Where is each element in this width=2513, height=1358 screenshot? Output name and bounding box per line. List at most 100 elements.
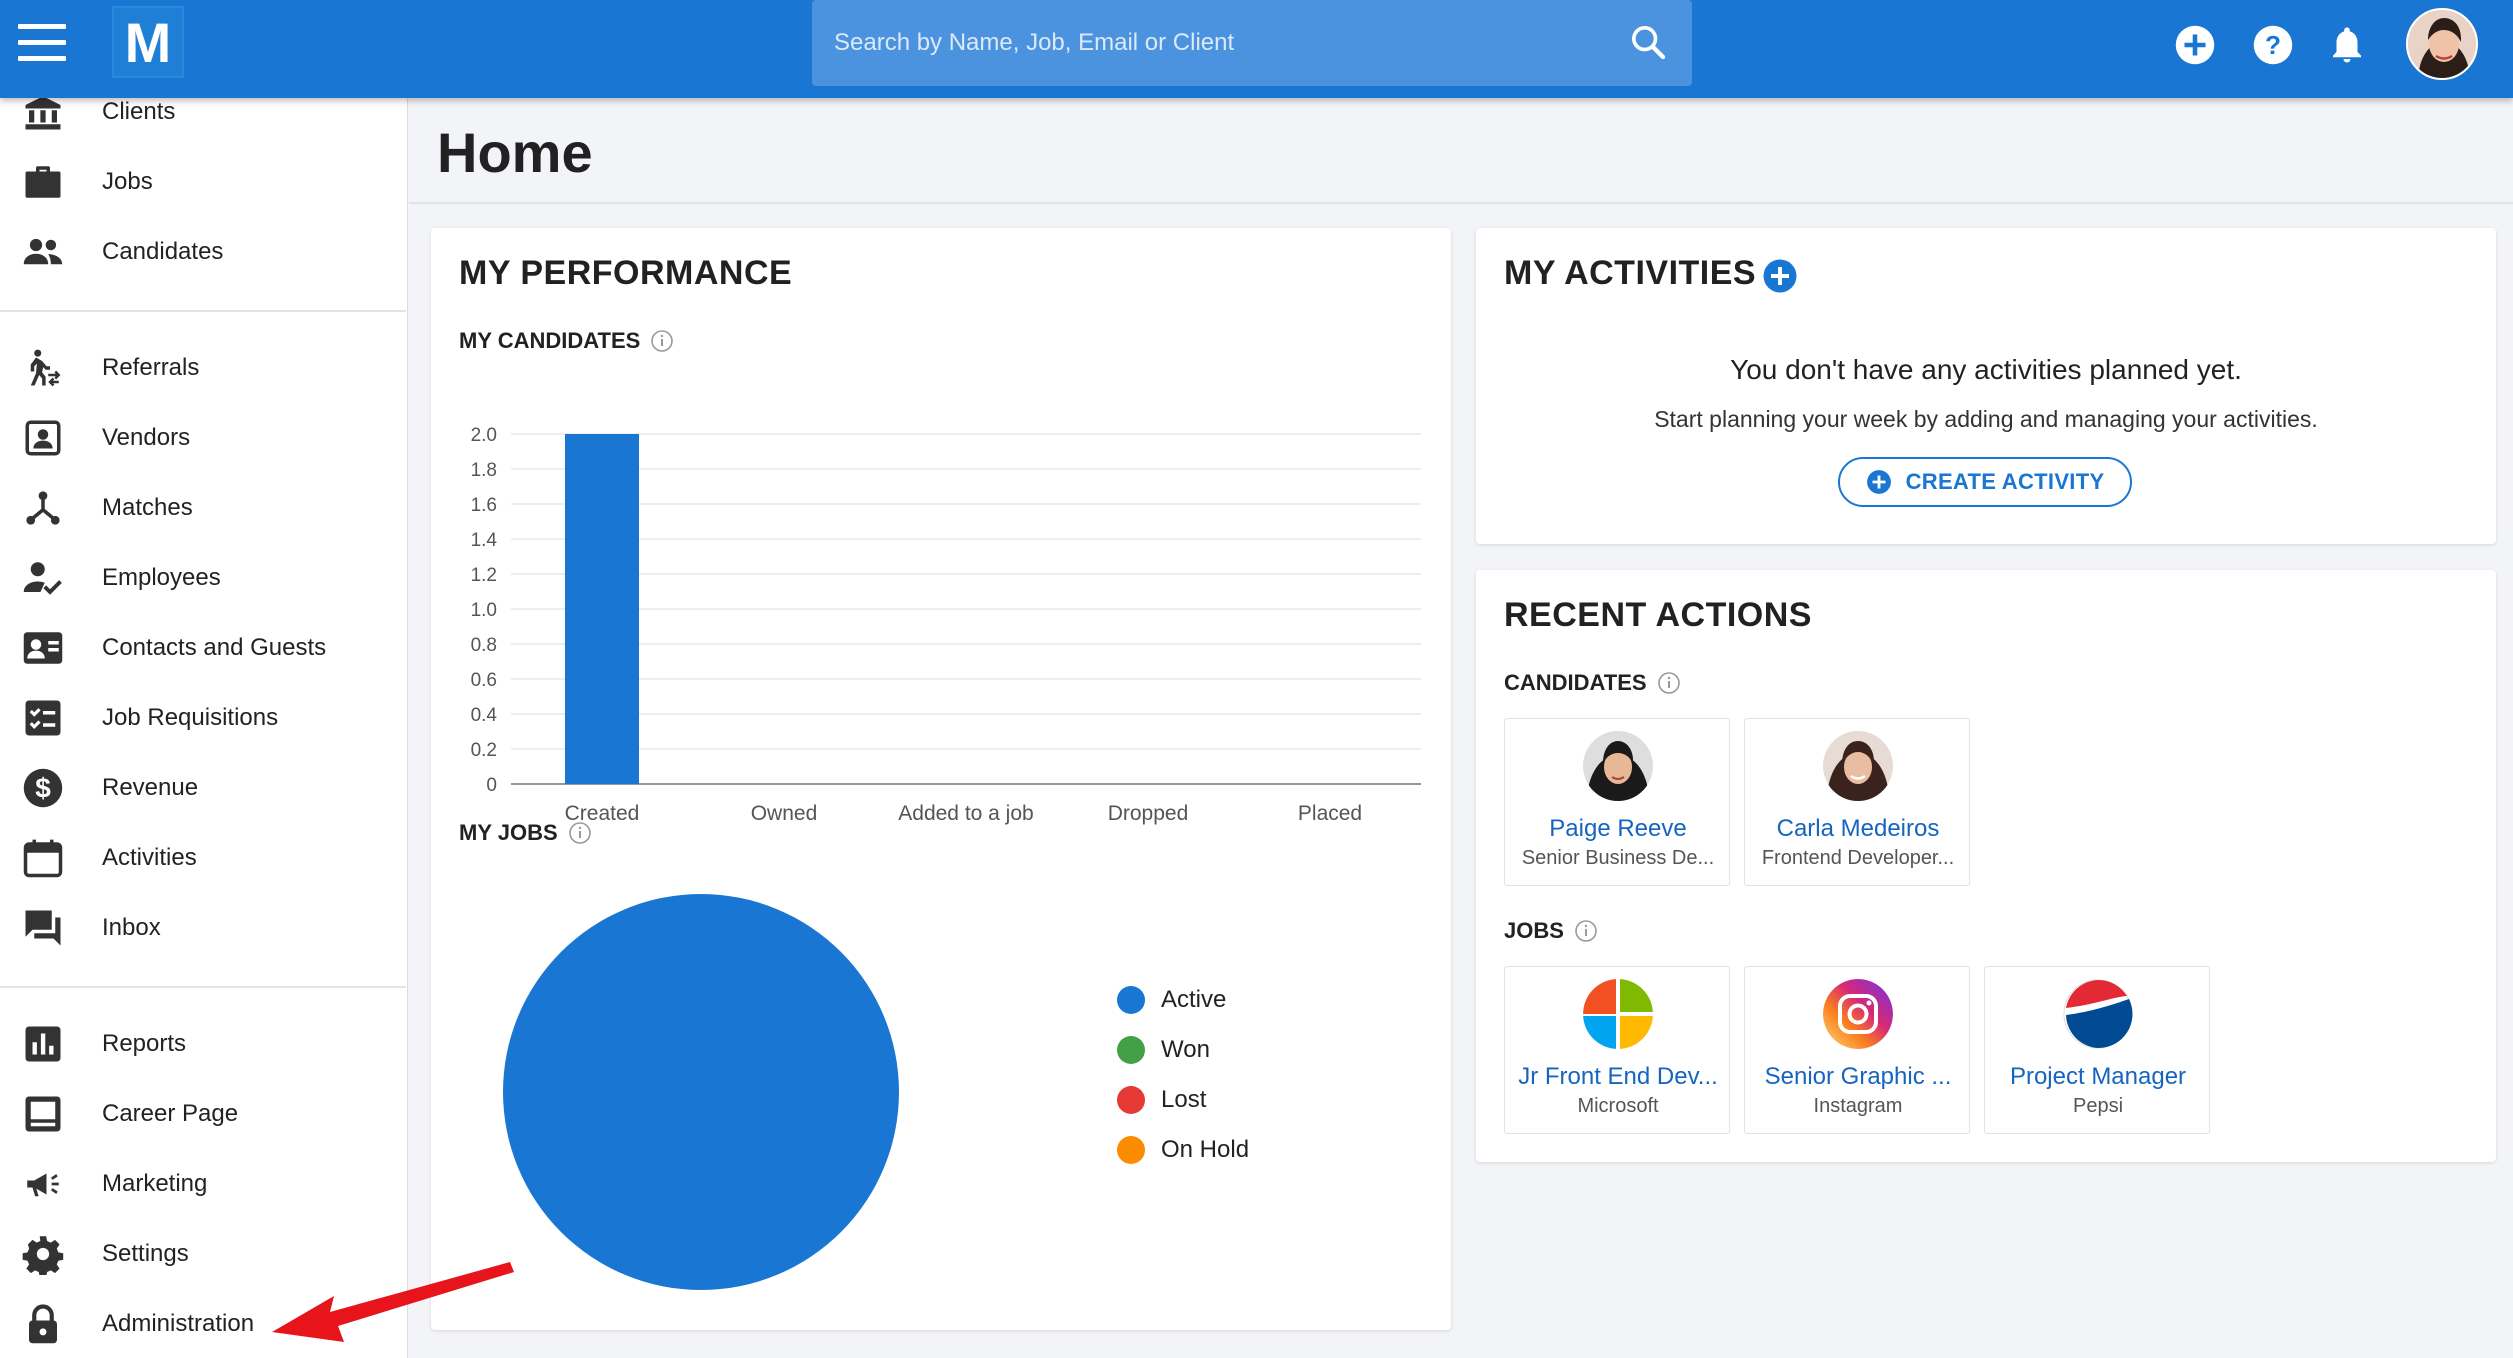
- sidebar-item-label: Vendors: [102, 424, 191, 451]
- sidebar-item-career-page[interactable]: Career Page: [0, 1084, 408, 1144]
- sidebar-item-vendors[interactable]: Vendors: [0, 408, 408, 468]
- y-tick-label: 0.8: [471, 635, 497, 656]
- legend-label: Lost: [1161, 1086, 1207, 1113]
- people-icon: [23, 238, 63, 265]
- job-tile[interactable]: Project Manager Pepsi: [1984, 966, 2210, 1134]
- y-tick-label: 0.2: [471, 740, 497, 761]
- app-logo[interactable]: M: [112, 6, 184, 78]
- job-company: Microsoft: [1577, 1095, 1659, 1117]
- info-icon[interactable]: [1657, 671, 1681, 695]
- x-category-label: Added to a job: [898, 802, 1033, 825]
- sidebar-item-label: Clients: [102, 98, 176, 125]
- sidebar-divider: [0, 986, 406, 988]
- sidebar-item-job-requisitions[interactable]: Job Requisitions: [0, 688, 408, 748]
- sidebar: Clients Jobs Candidates Referrals Vendor…: [0, 96, 408, 1358]
- performance-title: MY PERFORMANCE: [459, 254, 793, 292]
- y-tick-label: 2.0: [471, 425, 497, 446]
- info-icon[interactable]: [1574, 919, 1598, 943]
- sidebar-item-reports[interactable]: Reports: [0, 1014, 408, 1074]
- sidebar-item-administration[interactable]: Administration: [0, 1294, 408, 1354]
- sidebar-item-candidates[interactable]: Candidates: [0, 222, 408, 282]
- pie-slice-active[interactable]: [503, 894, 899, 1290]
- y-tick-label: 0.6: [471, 670, 497, 691]
- legend-label: Active: [1161, 986, 1227, 1013]
- sidebar-item-label: Candidates: [102, 238, 224, 265]
- bell-icon[interactable]: [2326, 24, 2368, 66]
- sidebar-item-label: Reports: [102, 1030, 187, 1057]
- legend-dot-lost: [1117, 1086, 1145, 1114]
- my-jobs-heading: MY JOBS: [459, 820, 592, 846]
- x-category-label: Placed: [1298, 802, 1362, 825]
- candidate-tile[interactable]: Carla Medeiros Frontend Developer...: [1744, 718, 1970, 886]
- x-category-label: Owned: [751, 802, 818, 825]
- svg-text:$: $: [35, 773, 51, 804]
- recent-jobs-label: JOBS: [1504, 918, 1564, 943]
- instagram-logo: [1823, 979, 1893, 1049]
- top-bar: M ?: [0, 0, 2513, 98]
- legend-label: Won: [1161, 1036, 1210, 1063]
- search-input[interactable]: [834, 22, 1614, 64]
- y-tick-label: 1.0: [471, 600, 497, 621]
- sidebar-item-clients[interactable]: Clients: [0, 82, 408, 142]
- search-box: [812, 0, 1692, 86]
- activities-empty-subtitle: Start planning your week by adding and m…: [1654, 406, 2318, 432]
- sidebar-item-employees[interactable]: Employees: [0, 548, 408, 608]
- sidebar-divider: [0, 310, 406, 312]
- bar-chart-icon: [25, 1026, 61, 1062]
- legend-item-on-hold[interactable]: On Hold: [1117, 1136, 1249, 1164]
- my-jobs-label: MY JOBS: [459, 820, 558, 845]
- sidebar-item-matches[interactable]: Matches: [0, 478, 408, 538]
- legend-item-active[interactable]: Active: [1117, 986, 1226, 1014]
- sidebar-item-marketing[interactable]: Marketing: [0, 1154, 408, 1214]
- info-icon[interactable]: [650, 329, 674, 353]
- page-header: Home: [409, 98, 2513, 204]
- performance-card: MY PERFORMANCE MY CANDIDATES 0 0.2 0.4 0.6 0…: [431, 228, 1451, 1330]
- menu-icon[interactable]: [18, 24, 68, 64]
- help-icon[interactable]: ?: [2252, 24, 2294, 66]
- legend-item-lost[interactable]: Lost: [1117, 1086, 1206, 1114]
- bar-created[interactable]: [565, 434, 639, 784]
- candidate-name[interactable]: Paige Reeve: [1549, 815, 1687, 842]
- x-category-label: Dropped: [1108, 802, 1189, 825]
- job-name[interactable]: Senior Graphic ...: [1764, 1063, 1952, 1090]
- sidebar-item-label: Employees: [102, 564, 221, 591]
- job-company: Instagram: [1813, 1095, 1903, 1117]
- web-page-icon: [25, 1096, 61, 1132]
- sidebar-item-activities[interactable]: Activities: [0, 828, 408, 888]
- lock-icon: [29, 1304, 57, 1344]
- job-tile[interactable]: Jr Front End Dev... Microsoft: [1504, 966, 1730, 1134]
- add-activity-icon[interactable]: [1762, 258, 1798, 294]
- candidate-name[interactable]: Carla Medeiros: [1776, 815, 1940, 842]
- sidebar-item-contacts-and-guests[interactable]: Contacts and Guests: [0, 618, 408, 678]
- sidebar-item-jobs[interactable]: Jobs: [0, 152, 408, 212]
- legend-dot-won: [1117, 1036, 1145, 1064]
- sidebar-item-inbox[interactable]: Inbox: [0, 898, 408, 958]
- calendar-icon: [23, 839, 63, 878]
- sidebar-item-label: Contacts and Guests: [102, 634, 327, 661]
- sidebar-item-label: Activities: [102, 844, 197, 871]
- briefcase-icon: [25, 166, 61, 198]
- recent-candidates-label: CANDIDATES: [1504, 670, 1647, 695]
- sidebar-item-revenue[interactable]: $ Revenue: [0, 758, 408, 818]
- candidate-tile[interactable]: Paige Reeve Senior Business De...: [1504, 718, 1730, 886]
- user-avatar[interactable]: [2406, 8, 2478, 80]
- add-icon[interactable]: [2174, 24, 2216, 66]
- search-icon[interactable]: [1628, 22, 1668, 62]
- person-check-icon: [23, 562, 62, 595]
- recent-actions-title: RECENT ACTIONS: [1504, 596, 1812, 634]
- info-icon[interactable]: [568, 821, 592, 845]
- dollar-icon: $: [23, 768, 63, 808]
- candidates-bar-chart: 0 0.2 0.4 0.6 0.8 1.0 1.2 1.4 1.6 1.8 2.0 Created Ow…: [471, 425, 1421, 825]
- y-tick-label: 1.4: [471, 530, 498, 551]
- sidebar-item-referrals[interactable]: Referrals: [0, 338, 408, 398]
- legend-dot-on-hold: [1117, 1136, 1145, 1164]
- sidebar-item-settings[interactable]: Settings: [0, 1224, 408, 1284]
- job-name[interactable]: Jr Front End Dev...: [1518, 1063, 1718, 1090]
- sidebar-item-label: Career Page: [102, 1100, 239, 1127]
- create-activity-button[interactable]: CREATE ACTIVITY: [1838, 457, 2132, 507]
- job-tile[interactable]: Senior Graphic ... Instagram: [1744, 966, 1970, 1134]
- microsoft-logo: [1583, 979, 1653, 1049]
- checklist-icon: [25, 700, 61, 736]
- job-name[interactable]: Project Manager: [2009, 1063, 2187, 1090]
- legend-item-won[interactable]: Won: [1117, 1036, 1210, 1064]
